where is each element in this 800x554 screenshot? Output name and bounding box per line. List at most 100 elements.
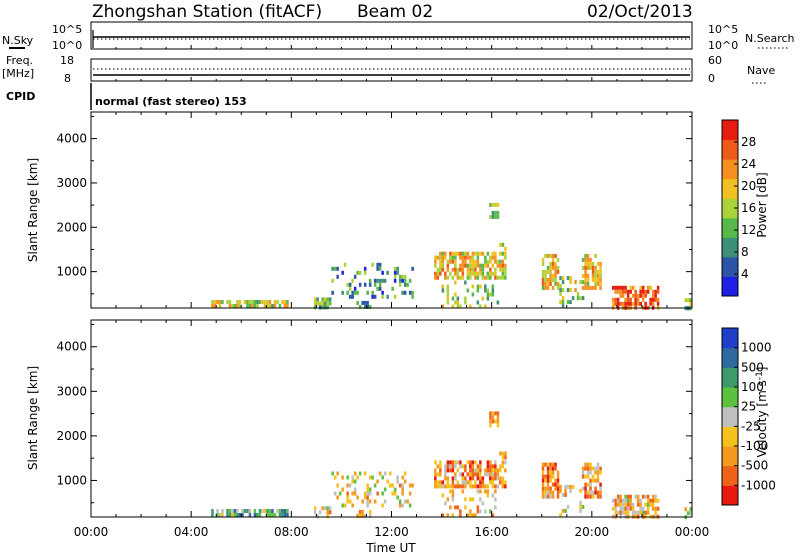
velocity-cell <box>599 486 602 491</box>
velocity-cell <box>271 513 274 517</box>
power-cell <box>494 251 497 256</box>
power-cell <box>381 278 384 283</box>
velocity-cell <box>504 484 507 489</box>
velocity-cell <box>401 503 404 508</box>
power-cell <box>596 261 600 266</box>
velocity-cell <box>486 484 490 489</box>
velocity-cell <box>396 495 399 500</box>
power-frame <box>90 111 693 309</box>
power-cell <box>376 266 379 271</box>
power-cell <box>644 289 647 294</box>
velocity-cell <box>646 510 650 515</box>
power-cell <box>544 281 547 286</box>
power-cell <box>479 284 482 289</box>
velocity-cell <box>494 497 497 502</box>
velocity-cell <box>211 513 214 517</box>
velocity-cell <box>348 483 352 488</box>
velocity-cell <box>358 513 362 518</box>
power-cell <box>496 259 500 264</box>
power-cell <box>504 251 507 256</box>
velocity-cell <box>243 509 247 513</box>
velocity-cell <box>226 513 229 517</box>
velocity-cell <box>501 484 505 489</box>
power-cell <box>549 281 552 286</box>
power-cell <box>471 251 475 256</box>
velocity-cell <box>471 472 475 477</box>
velocity-cell <box>496 415 500 420</box>
power-cell <box>586 273 590 278</box>
power-cell <box>403 290 407 295</box>
velocity-cell <box>268 513 272 517</box>
velocity-cell <box>614 510 617 515</box>
velocity-cell <box>401 487 404 492</box>
power-cell <box>544 253 547 258</box>
power-cell <box>496 275 500 280</box>
power-cell <box>363 270 367 275</box>
power-cell <box>636 293 640 298</box>
power-cell <box>281 300 284 304</box>
velocity-cell <box>393 491 397 496</box>
velocity-cell <box>586 490 590 495</box>
power-cell <box>434 259 437 264</box>
power-cell <box>634 293 637 298</box>
velocity-cell <box>496 423 500 428</box>
velocity-cell <box>276 509 279 513</box>
velocity-cell <box>634 510 637 515</box>
power-cell <box>236 300 239 304</box>
power-cell <box>383 278 387 283</box>
power-cell <box>466 255 470 260</box>
velocity-cell <box>489 468 492 473</box>
power-cell <box>541 261 545 266</box>
velocity-cell <box>346 499 349 504</box>
power-cell <box>316 297 319 302</box>
power-colorbar-segment <box>722 237 738 258</box>
velocity-cell <box>541 490 545 495</box>
velocity-cell <box>589 462 592 467</box>
power-cell <box>481 251 485 256</box>
power-cell <box>484 284 487 289</box>
power-cell <box>649 301 652 306</box>
power-cell <box>456 300 460 305</box>
power-cell <box>363 282 367 287</box>
power-cell <box>566 300 570 305</box>
velocity-cell <box>494 460 497 465</box>
velocity-colorbar-label: Velocity [m s-1] <box>755 367 769 458</box>
velocity-cell <box>584 462 587 467</box>
power-cell <box>471 292 475 297</box>
power-cell <box>353 274 357 279</box>
velocity-cell <box>476 509 480 514</box>
power-cell <box>471 255 475 260</box>
power-cell <box>238 304 242 308</box>
velocity-cell <box>461 484 465 489</box>
velocity-cell <box>216 509 219 513</box>
velocity-cell <box>451 493 455 498</box>
velocity-cell <box>586 466 590 471</box>
velocity-cell <box>484 489 487 494</box>
power-cell <box>554 281 557 286</box>
power-cell <box>481 271 485 276</box>
power-cell <box>461 259 465 264</box>
power-cell <box>479 271 482 276</box>
power-cell <box>496 202 500 207</box>
power-cell <box>474 259 477 264</box>
velocity-cell <box>626 498 630 503</box>
velocity-cell <box>484 468 487 473</box>
velocity-cell <box>461 472 465 477</box>
power-cell <box>316 301 319 306</box>
power-cell <box>551 257 555 262</box>
velocity-cell <box>496 476 500 481</box>
velocity-cell <box>451 480 455 485</box>
power-cell <box>336 266 339 271</box>
velocity-cell <box>586 482 590 487</box>
power-cell <box>461 275 465 280</box>
velocity-cell <box>378 471 382 476</box>
velocity-cell <box>596 478 600 483</box>
power-cell <box>434 275 437 280</box>
nsearch-label: N.Search <box>745 32 795 45</box>
power-cell <box>589 261 592 266</box>
velocity-cell <box>376 479 379 484</box>
power-cell <box>476 251 480 256</box>
velocity-cell <box>646 506 650 511</box>
velocity-cell <box>446 484 450 489</box>
